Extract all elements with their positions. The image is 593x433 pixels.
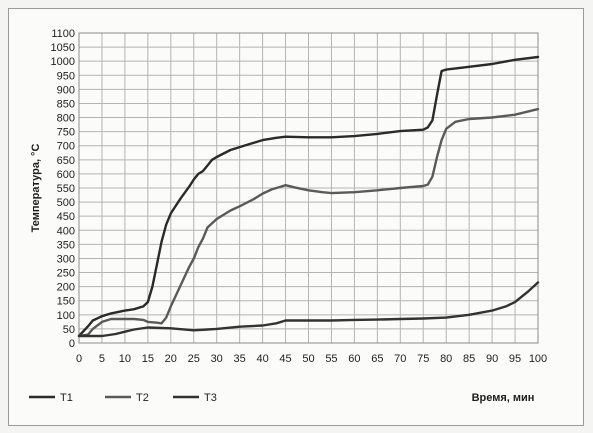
x-tick-label: 65 — [371, 353, 383, 365]
x-tick-label: 60 — [348, 353, 360, 365]
temperature-chart: 0501001502002503003504004505005506006507… — [29, 28, 548, 404]
legend-label-t3: T3 — [204, 392, 217, 404]
x-tick-label: 70 — [394, 353, 406, 365]
y-tick-label: 750 — [57, 127, 75, 139]
legend-label-t2: T2 — [136, 392, 149, 404]
y-tick-label: 1000 — [51, 56, 75, 68]
y-tick-label: 700 — [57, 141, 75, 153]
x-tick-label: 45 — [279, 353, 291, 365]
y-tick-label: 600 — [57, 169, 75, 181]
x-tick-label: 15 — [142, 353, 154, 365]
x-tick-label: 40 — [256, 353, 268, 365]
x-tick-label: 85 — [463, 353, 475, 365]
x-tick-label: 100 — [529, 353, 547, 365]
series-line-t1 — [77, 55, 540, 338]
x-tick-label: 95 — [509, 353, 521, 365]
y-tick-label: 0 — [69, 338, 75, 350]
y-tick-label: 900 — [57, 84, 75, 96]
grid — [78, 32, 539, 344]
chart-frame: 0 50 100 150 200 250 300 350 400 450 500 550 600 650 7… — [8, 8, 584, 426]
series-line-t3 — [77, 281, 540, 338]
y-tick-label: 150 — [57, 296, 75, 308]
x-tick-label: 80 — [440, 353, 452, 365]
x-tick-label: 35 — [234, 353, 246, 365]
y-tick-label: 450 — [57, 211, 75, 223]
x-tick-label: 75 — [417, 353, 429, 365]
y-tick-label: 850 — [57, 98, 75, 110]
y-tick-label: 300 — [57, 253, 75, 265]
x-tick-label: 10 — [119, 353, 131, 365]
y-tick-label: 1050 — [51, 42, 75, 54]
y-tick-label: 350 — [57, 239, 75, 251]
y-tick-label: 200 — [57, 282, 75, 294]
legend-label-t1: T1 — [60, 392, 73, 404]
y-tick-label: 650 — [57, 155, 75, 167]
x-tick-label: 30 — [211, 353, 223, 365]
x-tick-label: 20 — [165, 353, 177, 365]
series-layer — [77, 55, 540, 338]
y-tick-label: 100 — [57, 310, 75, 322]
y-tick-label: 50 — [63, 324, 75, 336]
y-tick-label: 550 — [57, 183, 75, 195]
x-tick-label: 25 — [188, 353, 200, 365]
y-axis-title: Температура, °С — [30, 144, 42, 233]
y-tick-label: 250 — [57, 268, 75, 280]
x-axis-title: Время, мин — [472, 392, 535, 404]
series-line-t2 — [77, 107, 540, 338]
x-tick-label: 55 — [325, 353, 337, 365]
y-tick-label: 800 — [57, 113, 75, 125]
legend: T1 T2 T3 — [29, 392, 217, 404]
y-tick-label: 500 — [57, 197, 75, 209]
y-tick-label: 400 — [57, 225, 75, 237]
y-tick-label: 950 — [57, 70, 75, 82]
x-tick-label: 90 — [486, 353, 498, 365]
plot-border — [78, 32, 539, 344]
tick-labels: 0501001502002503003504004505005506006507… — [51, 28, 548, 365]
x-tick-label: 50 — [302, 353, 314, 365]
y-tick-label: 1100 — [51, 28, 75, 40]
x-tick-label: 5 — [99, 353, 105, 365]
x-tick-label: 0 — [76, 353, 82, 365]
